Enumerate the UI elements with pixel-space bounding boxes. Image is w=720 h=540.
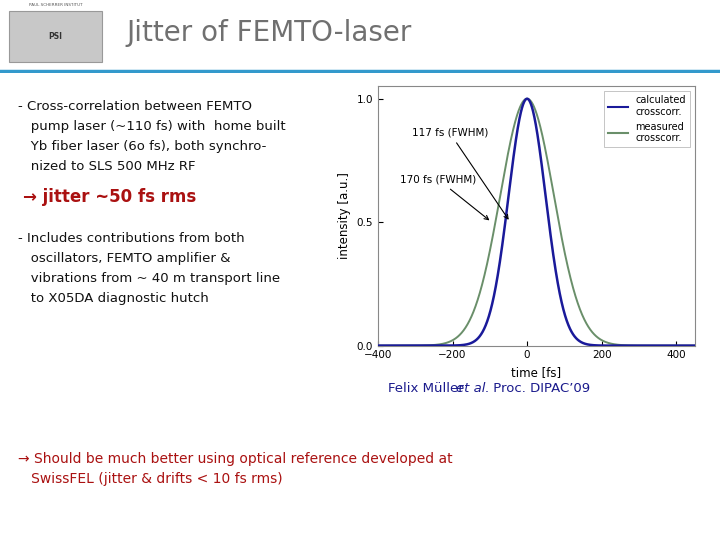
Text: Proc. DIPAC’09: Proc. DIPAC’09	[489, 382, 590, 395]
Text: et al.: et al.	[456, 382, 490, 395]
Text: Felix Müller: Felix Müller	[388, 382, 468, 395]
Text: oscillators, FEMTO amplifier &: oscillators, FEMTO amplifier &	[18, 252, 230, 265]
Text: nized to SLS 500 MHz RF: nized to SLS 500 MHz RF	[18, 160, 196, 173]
Text: vibrations from ~ 40 m transport line: vibrations from ~ 40 m transport line	[18, 272, 280, 285]
Text: to X05DA diagnostic hutch: to X05DA diagnostic hutch	[18, 292, 209, 305]
Text: Jitter of FEMTO-laser: Jitter of FEMTO-laser	[126, 19, 411, 47]
Text: → Should be much better using optical reference developed at: → Should be much better using optical re…	[18, 452, 453, 466]
X-axis label: time [fs]: time [fs]	[511, 366, 562, 379]
Text: SwissFEL (jitter & drifts < 10 fs rms): SwissFEL (jitter & drifts < 10 fs rms)	[18, 472, 283, 486]
Text: PAUL SCHERRER INSTITUT: PAUL SCHERRER INSTITUT	[29, 3, 82, 7]
Text: Yb fiber laser (6o fs), both synchro-: Yb fiber laser (6o fs), both synchro-	[18, 140, 266, 153]
Text: 170 fs (FWHM): 170 fs (FWHM)	[400, 174, 489, 220]
Text: → jitter ~50 fs rms: → jitter ~50 fs rms	[23, 188, 197, 206]
Text: - Includes contributions from both: - Includes contributions from both	[18, 232, 245, 245]
Text: pump laser (~110 fs) with  home built: pump laser (~110 fs) with home built	[18, 120, 286, 133]
Text: PSI: PSI	[48, 32, 63, 41]
Y-axis label: intensity [a.u.]: intensity [a.u.]	[338, 173, 351, 259]
Legend: calculated
crosscorr., measured
crosscorr.: calculated crosscorr., measured crosscor…	[604, 91, 690, 147]
Text: 117 fs (FWHM): 117 fs (FWHM)	[412, 128, 508, 219]
Bar	[9, 11, 102, 62]
Text: - Cross-correlation between FEMTO: - Cross-correlation between FEMTO	[18, 100, 252, 113]
